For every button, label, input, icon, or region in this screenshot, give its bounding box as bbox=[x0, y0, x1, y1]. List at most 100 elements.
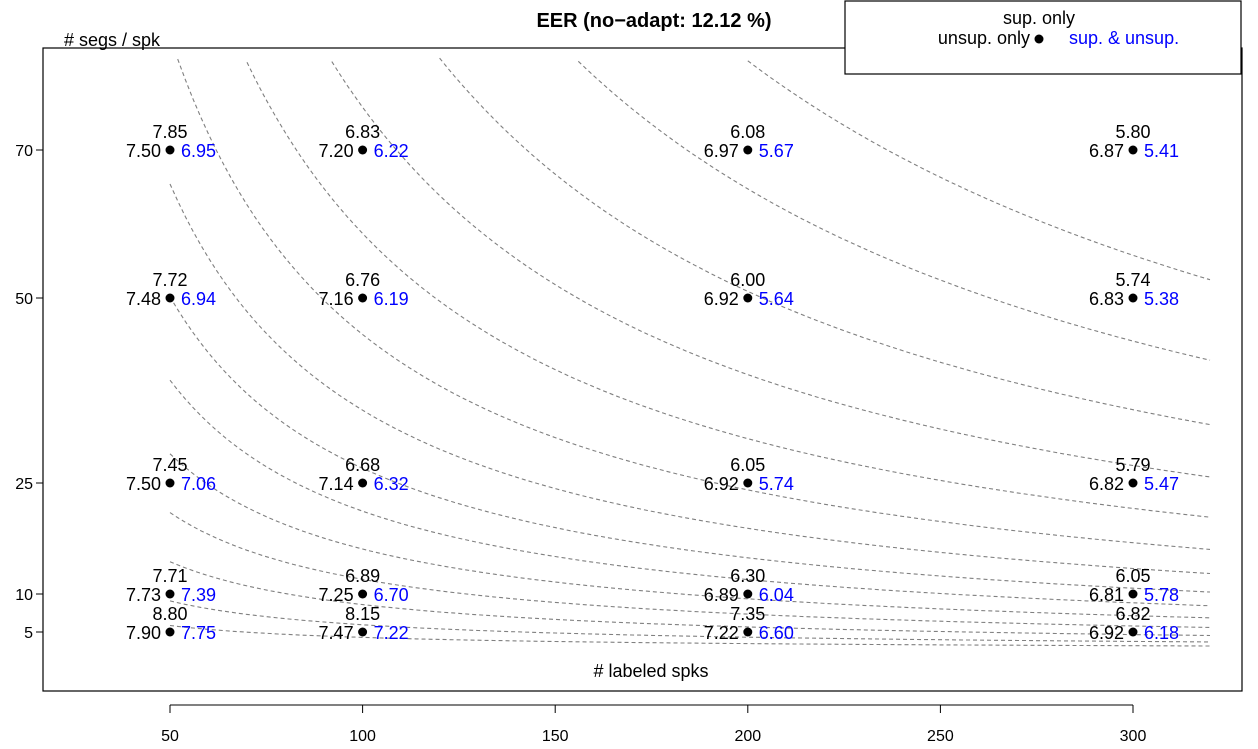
data-point bbox=[1128, 145, 1138, 155]
sup-only-value: 6.00 bbox=[730, 270, 765, 290]
sup-unsup-value: 7.75 bbox=[181, 623, 216, 643]
data-point bbox=[743, 145, 753, 155]
unsup-only-value: 6.83 bbox=[1089, 289, 1124, 309]
data-point-group: 6.056.81 5.78 bbox=[1089, 566, 1179, 605]
contour-line bbox=[747, 60, 1211, 281]
unsup-only-value: 6.92 bbox=[704, 289, 739, 309]
data-point-group: 6.687.14 6.32 bbox=[319, 455, 409, 494]
chart-title: EER (no−adapt: 12.12 %) bbox=[536, 10, 771, 32]
sup-only-value: 6.30 bbox=[730, 566, 765, 586]
data-point bbox=[1128, 478, 1138, 488]
data-point bbox=[165, 478, 175, 488]
data-point-group: 5.796.82 5.47 bbox=[1089, 455, 1179, 494]
sup-unsup-value: 7.22 bbox=[374, 623, 409, 643]
x-tick-label: 250 bbox=[927, 728, 954, 745]
unsup-only-value: 6.82 bbox=[1089, 474, 1124, 494]
data-point bbox=[743, 478, 753, 488]
unsup-only-value: 6.97 bbox=[704, 141, 739, 161]
data-point-group: 6.056.92 5.74 bbox=[704, 455, 794, 494]
sup-only-value: 6.05 bbox=[730, 455, 765, 475]
data-point-group: 6.767.16 6.19 bbox=[319, 270, 409, 309]
x-axis-label: # labeled spks bbox=[593, 661, 708, 681]
data-point-group: 7.457.50 7.06 bbox=[126, 455, 216, 494]
sup-only-value: 5.80 bbox=[1115, 122, 1150, 142]
legend-unsup-only: unsup. only bbox=[938, 28, 1030, 48]
sup-unsup-value: 7.39 bbox=[181, 585, 216, 605]
unsup-only-value: 6.87 bbox=[1089, 141, 1124, 161]
legend-sup-only: sup. only bbox=[1003, 8, 1075, 28]
x-tick-label: 300 bbox=[1120, 728, 1147, 745]
sup-unsup-value: 5.67 bbox=[759, 141, 794, 161]
unsup-only-value: 7.48 bbox=[126, 289, 161, 309]
data-point bbox=[358, 293, 368, 303]
contour-line bbox=[331, 61, 1211, 478]
unsup-only-value: 7.50 bbox=[126, 474, 161, 494]
x-tick-label: 200 bbox=[734, 728, 761, 745]
data-point-group: 7.357.22 6.60 bbox=[704, 604, 794, 643]
unsup-only-value: 7.16 bbox=[319, 289, 354, 309]
data-point bbox=[165, 145, 175, 155]
contour-line bbox=[169, 600, 1211, 643]
legend-marker bbox=[1034, 34, 1044, 44]
data-point-group: 5.806.87 5.41 bbox=[1089, 122, 1179, 161]
sup-only-value: 5.79 bbox=[1115, 455, 1150, 475]
unsup-only-value: 6.89 bbox=[704, 585, 739, 605]
unsup-only-value: 7.14 bbox=[319, 474, 354, 494]
contour-line bbox=[169, 379, 1211, 607]
unsup-only-value: 6.92 bbox=[704, 474, 739, 494]
x-tick-label: 50 bbox=[161, 728, 179, 745]
data-point bbox=[743, 627, 753, 637]
sup-only-value: 7.45 bbox=[152, 455, 187, 475]
sup-unsup-value: 5.64 bbox=[759, 289, 794, 309]
data-point bbox=[358, 589, 368, 599]
sup-unsup-value: 6.60 bbox=[759, 623, 794, 643]
data-point-group: 6.897.25 6.70 bbox=[319, 566, 409, 605]
data-point-group: 5.746.83 5.38 bbox=[1089, 270, 1179, 309]
data-point bbox=[358, 145, 368, 155]
sup-only-value: 8.80 bbox=[152, 604, 187, 624]
y-axis: 5 10 25 50 70 bbox=[15, 143, 44, 642]
data-point bbox=[1128, 627, 1138, 637]
data-point bbox=[1128, 293, 1138, 303]
data-point bbox=[743, 293, 753, 303]
sup-only-value: 6.83 bbox=[345, 122, 380, 142]
unsup-only-value: 7.25 bbox=[319, 585, 354, 605]
data-point bbox=[1128, 589, 1138, 599]
sup-unsup-value: 5.38 bbox=[1144, 289, 1179, 309]
data-point bbox=[358, 627, 368, 637]
sup-only-value: 6.89 bbox=[345, 566, 380, 586]
data-point-group: 8.157.47 7.22 bbox=[319, 604, 409, 643]
data-point bbox=[165, 589, 175, 599]
data-point bbox=[165, 293, 175, 303]
unsup-only-value: 7.50 bbox=[126, 141, 161, 161]
sup-only-value: 7.72 bbox=[152, 270, 187, 290]
unsup-only-value: 6.92 bbox=[1089, 623, 1124, 643]
unsup-only-value: 7.47 bbox=[319, 623, 354, 643]
unsup-only-value: 7.20 bbox=[319, 141, 354, 161]
contour-line bbox=[169, 512, 1211, 629]
sup-unsup-value: 5.41 bbox=[1144, 141, 1179, 161]
sup-only-value: 5.74 bbox=[1115, 270, 1150, 290]
sup-unsup-value: 6.70 bbox=[374, 585, 409, 605]
contour-lines bbox=[169, 57, 1211, 647]
sup-unsup-value: 7.06 bbox=[181, 474, 216, 494]
sup-only-value: 7.85 bbox=[152, 122, 187, 142]
data-point-group: 6.006.92 5.64 bbox=[704, 270, 794, 309]
data-point-group: 7.717.73 7.39 bbox=[126, 566, 216, 605]
data-point bbox=[165, 627, 175, 637]
unsup-only-value: 7.90 bbox=[126, 623, 161, 643]
sup-only-value: 7.71 bbox=[152, 566, 187, 586]
data-point-group: 6.306.89 6.04 bbox=[704, 566, 794, 605]
sup-only-value: 6.08 bbox=[730, 122, 765, 142]
sup-only-value: 7.35 bbox=[730, 604, 765, 624]
sup-unsup-value: 5.47 bbox=[1144, 474, 1179, 494]
y-tick-label: 10 bbox=[15, 587, 33, 604]
plot-frame bbox=[42, 47, 1243, 692]
sup-only-value: 6.68 bbox=[345, 455, 380, 475]
x-tick-label: 100 bbox=[349, 728, 376, 745]
contour-line bbox=[246, 62, 1211, 518]
data-point-group: 6.086.97 5.67 bbox=[704, 122, 794, 161]
sup-unsup-value: 6.95 bbox=[181, 141, 216, 161]
data-point-group: 6.826.92 6.18 bbox=[1089, 604, 1179, 643]
contour-line bbox=[177, 58, 1211, 550]
